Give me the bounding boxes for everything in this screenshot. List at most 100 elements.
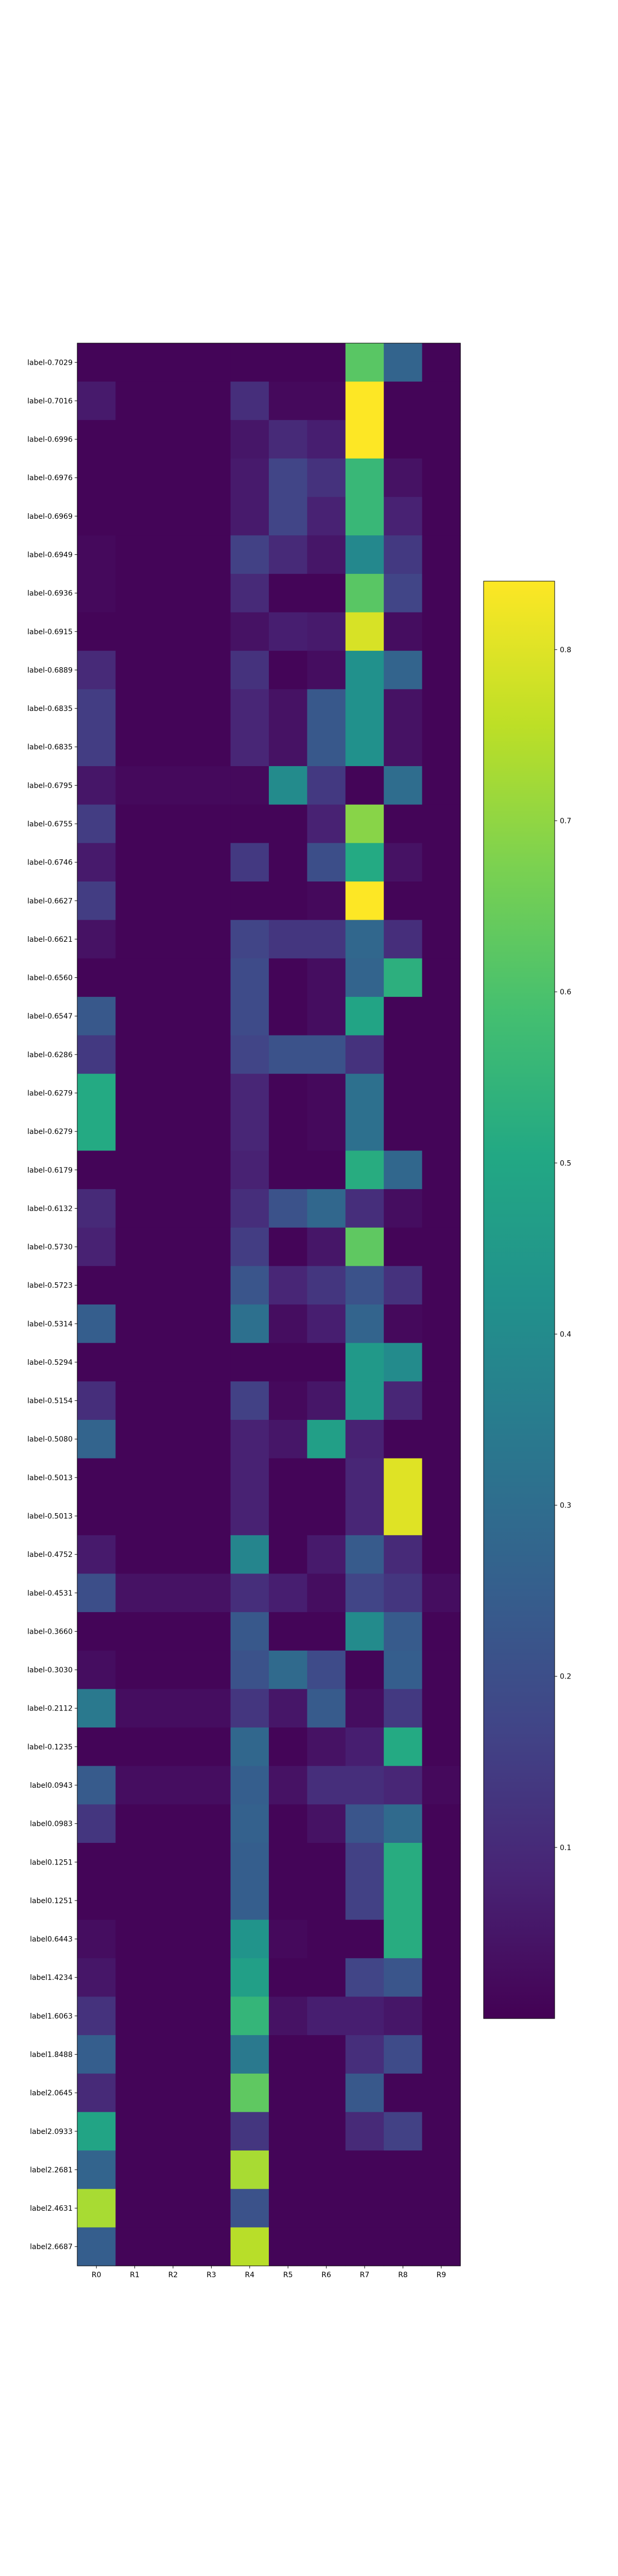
heatmap-cell [345, 1727, 384, 1767]
heatmap-cell [345, 2073, 384, 2113]
heatmap-cell [422, 1381, 461, 1420]
y-tick-label: label-0.6969 [27, 513, 73, 521]
heatmap-cell [192, 651, 231, 690]
heatmap-cell [269, 996, 307, 1036]
heatmap-cell [115, 1920, 154, 1959]
heatmap-cell [153, 1958, 193, 1997]
heatmap-cell [230, 2112, 269, 2151]
heatmap-cell [192, 766, 231, 805]
heatmap-cell [384, 2189, 423, 2228]
heatmap-cell [77, 1535, 116, 1574]
heatmap-cell [384, 2112, 423, 2151]
y-tick-label: label-0.5723 [27, 1282, 73, 1290]
y-tick-label: label-0.5080 [27, 1435, 73, 1444]
heatmap-cell [345, 1612, 384, 1651]
y-tick-label: label-0.6627 [27, 897, 73, 905]
heatmap-cell [307, 1343, 346, 1382]
heatmap-cell [345, 1920, 384, 1959]
heatmap-cell [384, 996, 423, 1036]
heatmap-cell [384, 1996, 423, 2036]
heatmap-cell [422, 1266, 461, 1305]
heatmap-cell [230, 1458, 269, 1497]
heatmap-cell [230, 1266, 269, 1305]
heatmap-cell [230, 1804, 269, 1843]
heatmap-cell [77, 1458, 116, 1497]
heatmap-cell [115, 1535, 154, 1574]
heatmap-cell [77, 1920, 116, 1959]
heatmap-cell [115, 1497, 154, 1536]
heatmap-cell [192, 343, 231, 382]
heatmap-cell [269, 1573, 307, 1613]
heatmap-cell [77, 1727, 116, 1767]
heatmap-cell [192, 1266, 231, 1305]
heatmap-cell [422, 1074, 461, 1113]
heatmap-cell [384, 1689, 423, 1728]
heatmap-cell [115, 1689, 154, 1728]
heatmap-cell [192, 689, 231, 728]
heatmap-cell [115, 458, 154, 498]
heatmap-cell [307, 381, 346, 420]
heatmap-cell [230, 420, 269, 459]
heatmap-cell [192, 1958, 231, 1997]
heatmap-cell [153, 843, 193, 882]
heatmap-cell [384, 1343, 423, 1382]
y-tick-label: label-0.2112 [27, 1705, 73, 1713]
heatmap-cell [269, 689, 307, 728]
heatmap-cell [307, 689, 346, 728]
heatmap-cell [230, 458, 269, 498]
heatmap-cell [230, 651, 269, 690]
y-tick-label: label-0.6976 [27, 474, 73, 482]
heatmap-cell [115, 804, 154, 843]
heatmap-cell [77, 1304, 116, 1344]
heatmap-cell [422, 881, 461, 921]
heatmap-cell [307, 920, 346, 959]
y-tick-label: label-0.6132 [27, 1205, 73, 1213]
heatmap-cell [345, 689, 384, 728]
heatmap-cell [230, 1497, 269, 1536]
heatmap-cell [422, 2112, 461, 2151]
heatmap-cell [307, 958, 346, 997]
heatmap-cell [230, 1074, 269, 1113]
heatmap-cell [230, 2073, 269, 2113]
heatmap-cell [345, 2227, 384, 2266]
heatmap-cell [230, 1419, 269, 1459]
heatmap-cell [345, 1458, 384, 1497]
heatmap-cell [422, 1227, 461, 1266]
heatmap-cell [307, 1881, 346, 1920]
heatmap-cell [307, 1689, 346, 1728]
heatmap-cell [192, 2227, 231, 2266]
heatmap-cell [115, 1112, 154, 1151]
heatmap-cell [269, 381, 307, 420]
heatmap-cell [192, 1150, 231, 1190]
colorbar-tick-label: 0.4 [560, 1330, 571, 1338]
heatmap-cell [115, 1842, 154, 1882]
heatmap-cell [230, 2035, 269, 2074]
heatmap-cell [422, 1189, 461, 1228]
heatmap-cell [345, 996, 384, 1036]
heatmap-cell [77, 573, 116, 613]
heatmap-cell [115, 1343, 154, 1382]
heatmap-cell [153, 1766, 193, 1805]
heatmap-cell [384, 1419, 423, 1459]
y-tick-label: label-0.6286 [27, 1051, 73, 1059]
heatmap-cell [384, 497, 423, 536]
heatmap-cell [269, 1343, 307, 1382]
heatmap-cell [77, 1996, 116, 2036]
heatmap-cell [115, 689, 154, 728]
heatmap-cell [153, 1535, 193, 1574]
y-tick-label: label-0.6936 [27, 589, 73, 598]
heatmap-cell [269, 497, 307, 536]
heatmap-cell [345, 1112, 384, 1151]
heatmap-cell [269, 766, 307, 805]
heatmap-cell [384, 1035, 423, 1074]
heatmap-cell [115, 1266, 154, 1305]
heatmap-cell [422, 2227, 461, 2266]
heatmap-cell [345, 1535, 384, 1574]
heatmap-cell [269, 1304, 307, 1344]
heatmap-cell [77, 766, 116, 805]
y-tick-label: label-0.5013 [27, 1474, 73, 1482]
heatmap-cell [384, 2227, 423, 2266]
heatmap-cell [307, 2073, 346, 2113]
y-tick-label: label-0.7016 [27, 397, 73, 405]
heatmap-cell [422, 1842, 461, 1882]
